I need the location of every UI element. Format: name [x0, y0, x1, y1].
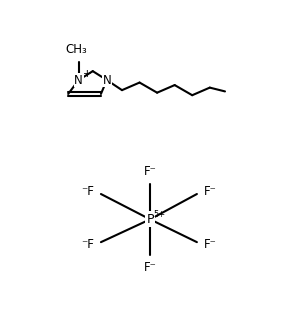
Text: ⁻F: ⁻F: [82, 185, 95, 198]
Text: +: +: [82, 69, 91, 79]
Text: P: P: [146, 213, 154, 226]
Text: F⁻: F⁻: [204, 238, 216, 251]
Text: F⁻: F⁻: [144, 164, 156, 178]
Text: F⁻: F⁻: [144, 261, 156, 274]
Text: 5+: 5+: [154, 210, 166, 219]
Text: N: N: [74, 73, 83, 87]
Text: N: N: [102, 73, 111, 87]
Text: F⁻: F⁻: [204, 185, 216, 198]
Text: CH₃: CH₃: [66, 43, 87, 56]
Text: ⁻F: ⁻F: [82, 238, 95, 251]
